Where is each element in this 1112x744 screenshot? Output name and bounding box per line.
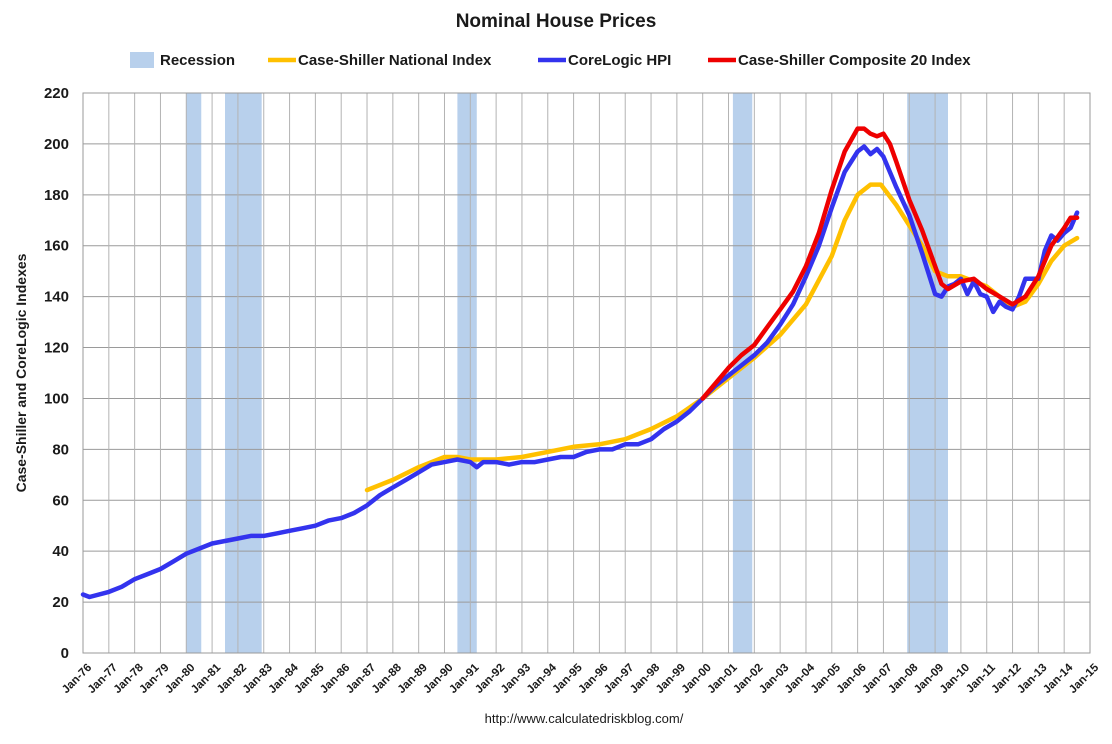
recession-band [907, 93, 948, 653]
x-tick-label: Jan-15 [1067, 661, 1102, 696]
legend-label: Case-Shiller National Index [298, 52, 492, 69]
legend-swatch [130, 52, 154, 68]
y-tick-label: 160 [44, 238, 69, 255]
plot-area [82, 92, 1091, 654]
y-tick-label: 180 [44, 187, 69, 204]
y-tick-label: 20 [52, 594, 69, 611]
y-tick-label: 80 [52, 441, 69, 458]
y-tick-label: 0 [61, 645, 69, 662]
y-tick-label: 60 [52, 492, 69, 509]
recession-bands [186, 93, 948, 653]
x-axis-ticks: Jan-76Jan-77Jan-78Jan-79Jan-80Jan-81Jan-… [60, 661, 1102, 696]
recession-band [732, 93, 753, 653]
source-url: http://www.calculatedriskblog.com/ [485, 711, 684, 726]
y-tick-label: 200 [44, 136, 69, 153]
y-axis-label: Case-Shiller and CoreLogic Indexes [13, 253, 29, 492]
y-tick-label: 140 [44, 289, 69, 306]
legend-label: Recession [160, 52, 235, 69]
recession-band [186, 93, 202, 653]
legend-label: Case-Shiller Composite 20 Index [738, 52, 971, 69]
chart-title: Nominal House Prices [456, 11, 657, 32]
series-line-corelogic-hpi [80, 144, 1080, 600]
legend: Recession Case-Shiller National Index Core… [130, 52, 971, 69]
series-line-case-shiller-composite-20-index [700, 126, 1080, 401]
legend-label: CoreLogic HPI [568, 52, 671, 69]
y-tick-label: 220 [44, 85, 69, 102]
y-tick-label: 120 [44, 340, 69, 357]
y-axis-ticks: 0 20 40 60 80 100 120 140 160 180 200 220 [44, 85, 69, 662]
recession-band [225, 93, 262, 653]
y-tick-label: 100 [44, 390, 69, 407]
y-tick-label: 40 [52, 543, 69, 560]
series-lines [80, 126, 1080, 600]
recession-band [457, 93, 477, 653]
